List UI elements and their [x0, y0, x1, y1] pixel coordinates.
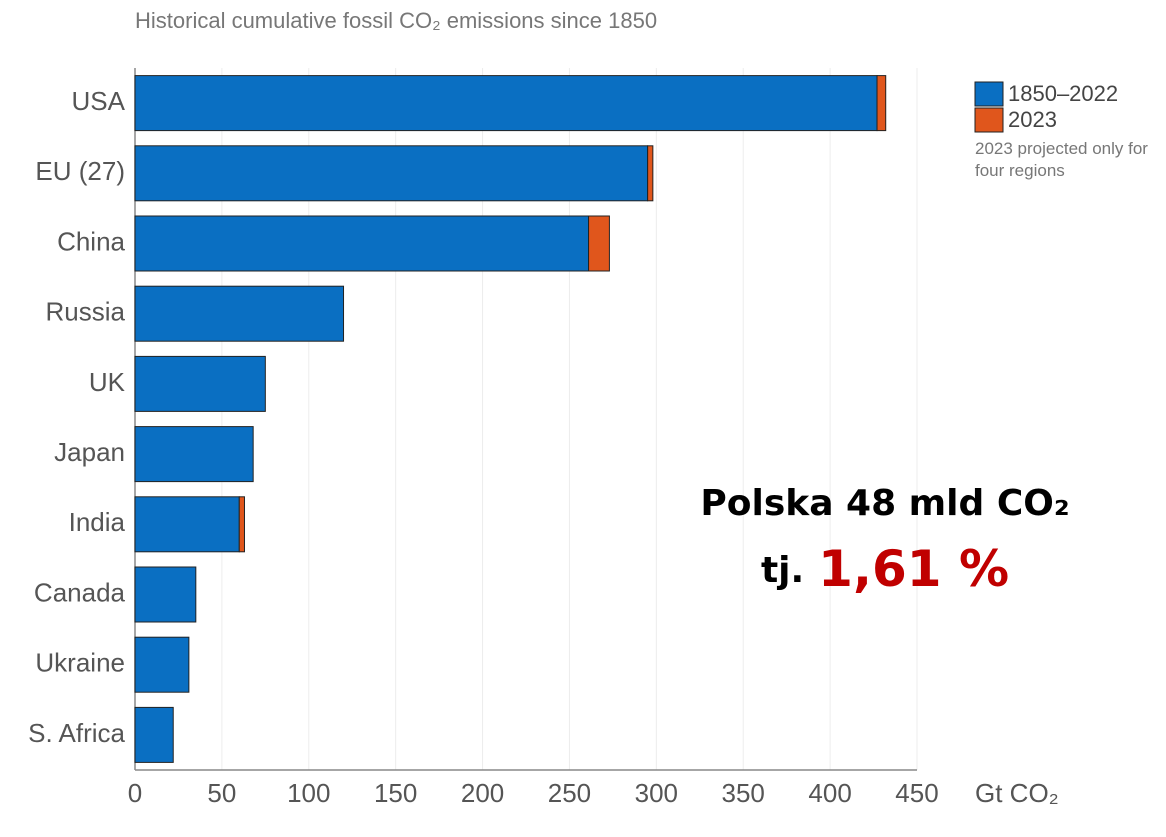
x-axis-label: Gt CO₂ — [975, 778, 1059, 808]
y-tick-label: UK — [89, 367, 126, 397]
x-tick-label: 0 — [128, 778, 142, 808]
bar-segment — [134, 75, 878, 132]
x-tick-label: 350 — [722, 778, 765, 808]
bar-segment — [134, 355, 266, 412]
bar-segment — [238, 496, 245, 553]
y-tick-label: Japan — [54, 437, 125, 467]
bar-segment — [134, 145, 649, 202]
x-tick-label: 400 — [808, 778, 851, 808]
annotation-highlight: 1,61 % — [818, 540, 1009, 598]
x-tick-label: 250 — [548, 778, 591, 808]
bar-segment — [134, 285, 345, 342]
bar-segment — [647, 145, 654, 202]
bar-segment — [134, 636, 190, 693]
bar-segment — [588, 215, 610, 272]
x-tick-label: 100 — [287, 778, 330, 808]
y-tick-label: China — [57, 226, 125, 256]
bar-segment — [134, 706, 174, 763]
x-tick-label: 300 — [635, 778, 678, 808]
x-tick-label: 450 — [895, 778, 938, 808]
y-tick-label: USA — [72, 86, 126, 116]
bar-segment — [134, 496, 240, 553]
bar-segment — [134, 426, 254, 483]
x-tick-label: 150 — [374, 778, 417, 808]
x-tick-label: 200 — [461, 778, 504, 808]
legend-label: 2023 — [1008, 107, 1057, 132]
y-tick-label: India — [69, 507, 126, 537]
bar-segment — [134, 215, 590, 272]
bar-segment — [876, 75, 887, 132]
y-tick-label: Ukraine — [35, 648, 125, 678]
legend-swatch — [974, 107, 1004, 133]
annotation-group: tj. 1,61 % — [761, 540, 1009, 598]
y-tick-label: Russia — [46, 297, 126, 327]
legend-note: 2023 projected only for four regions — [975, 139, 1148, 180]
annotation: tj. — [761, 550, 804, 591]
legend-label: 1850–2022 — [1008, 81, 1118, 106]
legend-swatch — [974, 81, 1004, 107]
x-tick-label: 50 — [207, 778, 236, 808]
bar-segment — [134, 566, 197, 623]
y-tick-label: S. Africa — [28, 718, 125, 748]
plot: 0 50 100 150 200 250 300 350 400 450 USA EU (27) Chi… — [28, 68, 939, 808]
y-tick-label: EU (27) — [35, 156, 125, 186]
annotation: Polska 48 mld CO₂ — [700, 483, 1069, 524]
y-tick-label: Canada — [34, 577, 126, 607]
chart-title: Historical cumulative fossil CO₂ emissio… — [135, 8, 657, 33]
legend-note-box: 2023 projected only for four regions — [975, 139, 1148, 180]
